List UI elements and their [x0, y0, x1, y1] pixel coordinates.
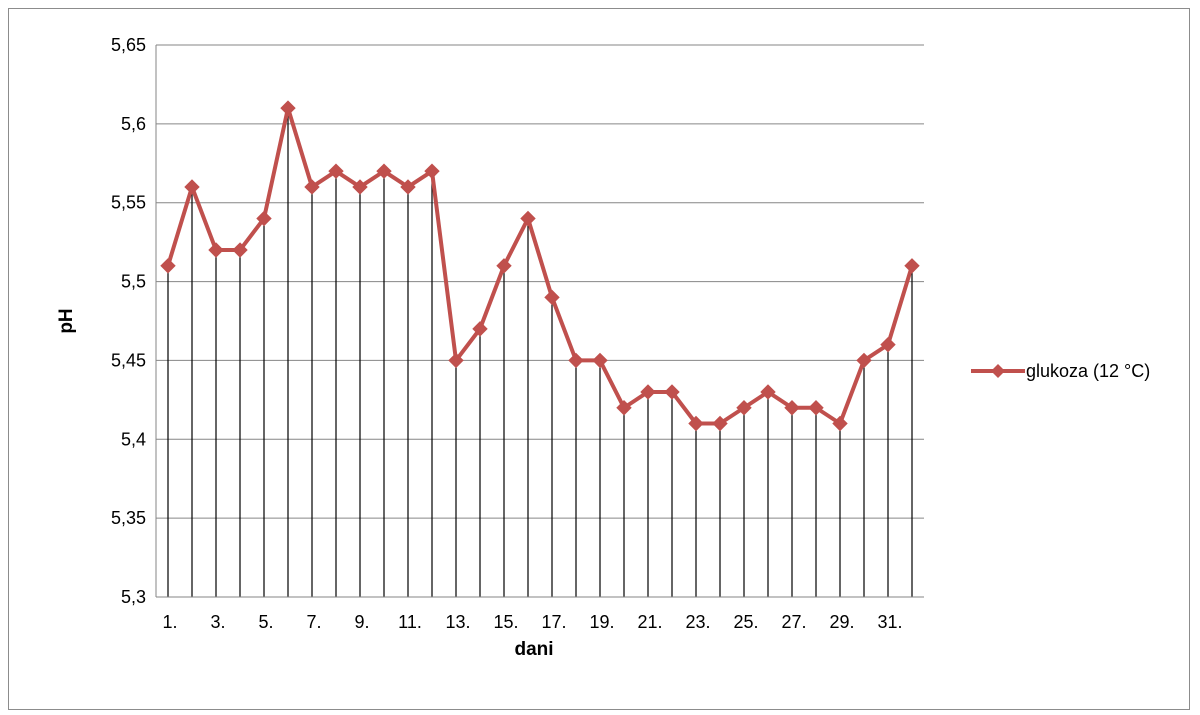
y-tick-label: 5,35 [111, 508, 146, 528]
data-point [880, 336, 896, 353]
data-point [520, 210, 536, 227]
x-tick-labels: 1. 3. 5. 7. 9. 11. 13. 15. 17. 19. 21. 23. 25. 27. 29.… [162, 612, 902, 632]
y-tick-label: 5,55 [111, 193, 146, 213]
axes [155, 45, 924, 598]
data-point [352, 179, 368, 195]
chart-area: 5,3 5,35 5,4 5,45 5,5 5,55 5,6 5,65 1. 3. 5. 7. 9. 1… [8, 8, 1190, 710]
data-point [832, 415, 848, 432]
legend: glukoza (12 °C) [971, 361, 1150, 381]
legend-marker [991, 364, 1005, 378]
data-point [472, 321, 488, 337]
y-tick-label: 5,3 [121, 587, 146, 607]
data-point [808, 400, 824, 416]
y-tick-labels: 5,3 5,35 5,4 5,45 5,5 5,55 5,6 5,65 [111, 35, 146, 607]
x-tick-label: 3. [210, 612, 225, 632]
x-tick-label: 7. [306, 612, 321, 632]
x-tick-label: 15. [493, 612, 518, 632]
x-tick-label: 17. [541, 612, 566, 632]
data-point [208, 242, 224, 258]
data-point [688, 415, 704, 432]
y-tick-label: 5,4 [121, 429, 146, 449]
data-point [232, 242, 248, 258]
x-tick-label: 1. [162, 612, 177, 632]
y-tick-label: 5,5 [121, 272, 146, 292]
x-tick-label: 31. [877, 612, 902, 632]
data-point [664, 384, 680, 400]
data-point [736, 400, 752, 416]
data-point [184, 179, 200, 195]
x-tick-label: 11. [398, 612, 422, 632]
x-tick-label: 25. [733, 612, 758, 632]
x-axis-title: dani [514, 639, 553, 660]
series-glukoza [160, 100, 920, 432]
data-point [160, 258, 176, 274]
data-point [640, 384, 656, 400]
y-tick-label: 5,65 [111, 35, 146, 55]
legend-label: glukoza (12 °C) [1026, 361, 1150, 381]
series-line [166, 106, 914, 426]
y-tick-label: 5,45 [111, 350, 146, 370]
data-point [328, 163, 344, 179]
x-tick-label: 29. [829, 612, 854, 632]
data-point [592, 352, 608, 369]
x-tick-label: 21. [637, 612, 662, 632]
x-tick-label: 13. [445, 612, 470, 632]
y-tick-label: 5,6 [121, 114, 146, 134]
x-tick-label: 27. [781, 612, 806, 632]
x-tick-label: 19. [589, 612, 614, 632]
data-point [448, 352, 464, 369]
data-point [616, 400, 632, 416]
data-point [904, 258, 920, 274]
gridlines [156, 44, 924, 598]
data-point [304, 179, 320, 195]
drop-lines [167, 108, 913, 597]
data-point [544, 289, 560, 306]
x-tick-label: 9. [354, 612, 369, 632]
x-tick-label: 5. [258, 612, 273, 632]
data-point [496, 258, 512, 274]
y-axis-title: pH [56, 308, 77, 333]
x-tick-label: 23. [685, 612, 710, 632]
data-point [400, 179, 416, 195]
data-point [424, 163, 440, 179]
data-point [256, 210, 272, 227]
line-chart: 5,35,355,45,455,55,555,65,65 1. 3. 5. 7. 9. 1… [56, 35, 1150, 660]
data-point [568, 352, 584, 369]
data-point [784, 400, 800, 416]
data-point [760, 384, 776, 400]
data-point [280, 100, 296, 116]
data-point [712, 415, 728, 432]
data-point [376, 163, 392, 179]
data-point [856, 352, 872, 369]
